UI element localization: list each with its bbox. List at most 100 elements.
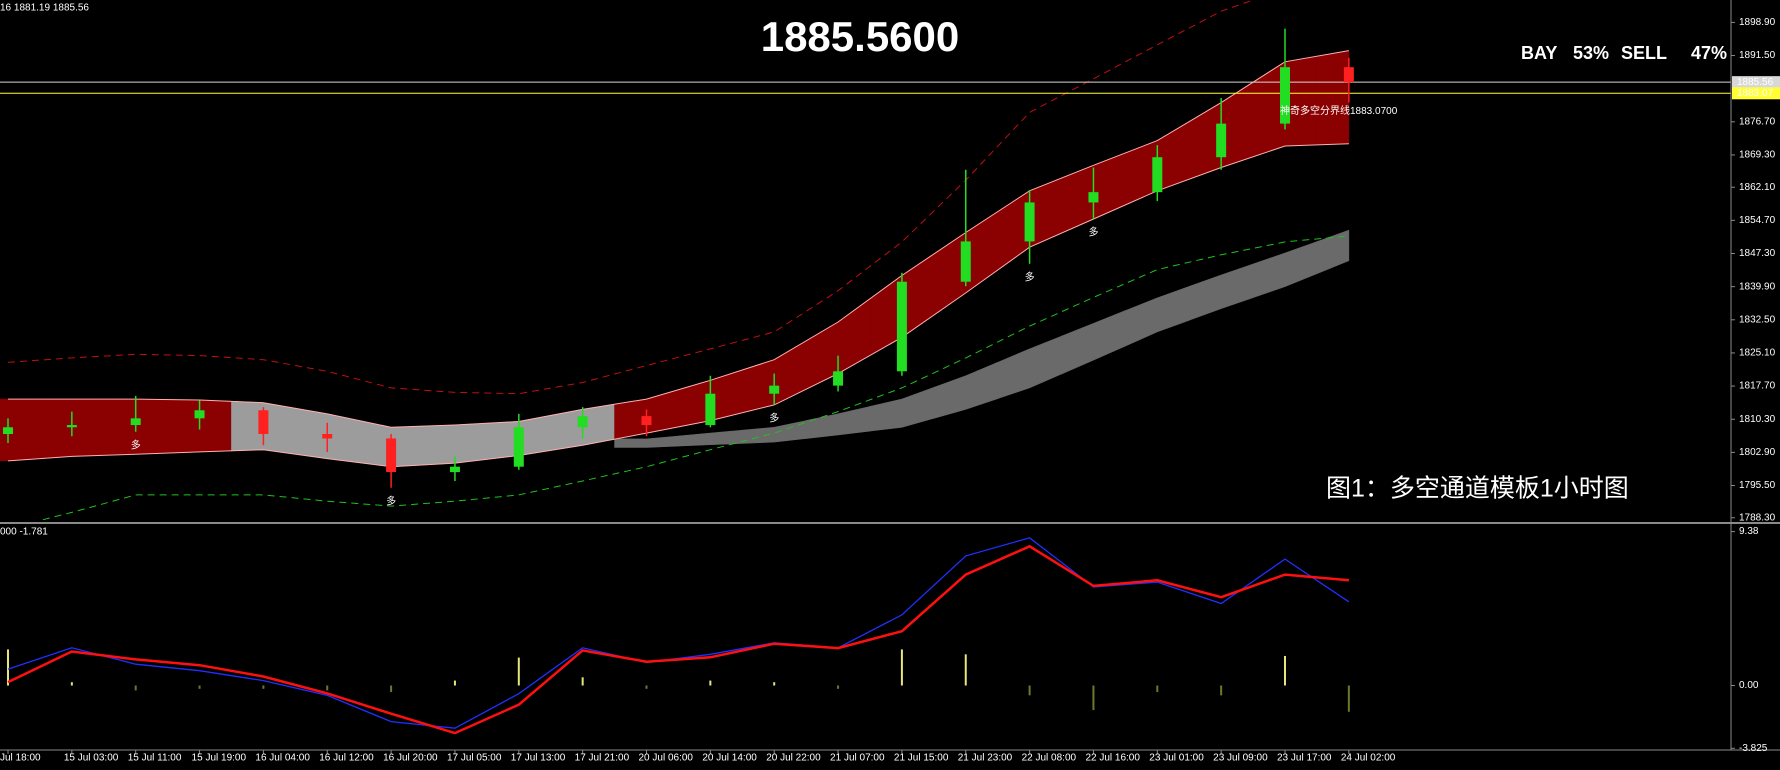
y-tick-label: 1832.50	[1739, 314, 1776, 325]
histogram-bar	[1092, 685, 1095, 711]
price-tag	[1732, 76, 1780, 89]
x-tick-label: 15 Jul 19:00	[192, 753, 247, 764]
histogram-bar	[645, 685, 648, 689]
candle-body	[896, 281, 907, 372]
signal-label: 多	[1025, 270, 1035, 283]
y-tick-label: 1839.90	[1739, 281, 1776, 292]
candle-body	[769, 385, 780, 394]
histogram-bar	[326, 685, 329, 691]
y-tick-label: 1876.70	[1739, 116, 1776, 127]
candle-body	[258, 410, 269, 435]
histogram-bar	[453, 680, 456, 686]
y-tick-label: 1854.70	[1739, 215, 1776, 226]
y-tick-label: 1898.90	[1739, 17, 1776, 28]
histogram-bar	[1347, 685, 1350, 712]
y-tick-label: 1817.70	[1739, 381, 1776, 392]
x-tick-label: 16 Jul 12:00	[319, 753, 374, 764]
sell-percent: 47%	[1691, 43, 1727, 63]
main-header: 16 1881.19 1885.56	[0, 3, 89, 14]
price-title: 1885.5600	[761, 13, 960, 60]
candle-body	[1280, 67, 1290, 124]
histogram-bar	[581, 677, 584, 686]
candle-body	[833, 371, 844, 386]
texts: 16 1881.19 1885.56 000 -1.781 1885.5600 …	[0, 3, 1727, 538]
candle-body	[1343, 67, 1354, 83]
candle-body	[577, 416, 588, 428]
candle-body	[1024, 202, 1035, 242]
x-tick-label: 16 Jul 20:00	[383, 753, 438, 764]
y-tick-label: 1869.30	[1739, 150, 1776, 161]
x-tick-label: 15 Jul 03:00	[64, 753, 119, 764]
candle-body	[3, 427, 13, 435]
candle-body	[66, 425, 77, 428]
candle-body	[386, 438, 397, 473]
candle-body	[194, 410, 205, 419]
buy-label: BAY	[1521, 43, 1557, 63]
y-tick-label: 1847.30	[1739, 248, 1776, 259]
histogram-bar	[1220, 685, 1223, 696]
buy-percent: 53%	[1573, 43, 1609, 63]
histogram-bar	[390, 685, 393, 693]
x-tick-label: 23 Jul 01:00	[1149, 753, 1204, 764]
x-tick-label: 16 Jul 04:00	[255, 753, 310, 764]
histogram-bar	[900, 649, 903, 686]
histogram-bar	[134, 685, 137, 691]
x-tick-label: 17 Jul 13:00	[511, 753, 566, 764]
x-tick-label: 21 Jul 07:00	[830, 753, 885, 764]
candle-body	[1152, 157, 1163, 193]
candle-body	[960, 241, 971, 282]
histogram-bar	[773, 682, 776, 686]
y-tick-label: 9.38	[1739, 526, 1759, 537]
x-tick-label: 23 Jul 09:00	[1213, 753, 1268, 764]
y-tick-label: 0.00	[1739, 680, 1759, 691]
histogram-bar	[262, 685, 265, 689]
x-tick-label: 17 Jul 21:00	[575, 753, 630, 764]
chart-annotation: 图1：多空通道模板1小时图	[1326, 475, 1629, 503]
outer-upper-line	[7, 0, 1255, 395]
histogram-bar	[1028, 685, 1031, 696]
price-tag	[1732, 87, 1780, 100]
candle-body	[130, 418, 141, 426]
signal-label: 多	[1088, 226, 1098, 239]
x-tick-label: 21 Jul 23:00	[958, 753, 1013, 764]
x-tick-label: 15 Jul 11:00	[128, 753, 182, 764]
channel-band	[1316, 50, 1350, 146]
histogram-bar	[1156, 685, 1159, 693]
histogram-bar	[70, 682, 73, 686]
x-tick-label: 21 Jul 15:00	[894, 753, 949, 764]
y-tick-label: 1862.10	[1739, 182, 1776, 193]
histogram-bar	[517, 657, 520, 686]
y-tick-label: 1891.50	[1739, 50, 1776, 61]
histogram-bar	[7, 649, 9, 686]
indicator-line	[7, 544, 1350, 735]
x-tick-label: 20 Jul 14:00	[702, 753, 757, 764]
y-tick-label: -3.825	[1739, 743, 1768, 754]
histogram-bar	[1284, 655, 1286, 686]
x-tick-label: 24 Jul 02:00	[1341, 753, 1396, 764]
y-tick-label: 1788.30	[1739, 512, 1776, 523]
sell-label: SELL	[1621, 43, 1667, 63]
candle-body	[322, 434, 333, 439]
histogram-bar	[198, 685, 201, 689]
x-tick-label: 20 Jul 22:00	[766, 753, 821, 764]
candle-body	[641, 416, 652, 426]
x-tick-label: Jul 18:00	[0, 753, 41, 764]
histogram-bar	[964, 654, 967, 686]
price-tag-label: 1883.07	[1737, 88, 1774, 99]
price-tag-label: 1885.56	[1737, 77, 1774, 88]
y-tick-label: 1795.50	[1739, 480, 1776, 491]
signal-label: 多	[131, 438, 141, 451]
x-tick-label: 22 Jul 16:00	[1085, 753, 1140, 764]
sub-header: 000 -1.781	[0, 527, 48, 538]
x-tick-label: 22 Jul 08:00	[1022, 753, 1077, 764]
gray-band	[1316, 229, 1350, 275]
x-tick-label: 17 Jul 05:00	[447, 753, 502, 764]
channel-lower-edge	[7, 143, 1349, 468]
candle-body	[705, 393, 716, 426]
histogram-bar	[709, 680, 712, 686]
sub-plot	[7, 537, 1350, 735]
